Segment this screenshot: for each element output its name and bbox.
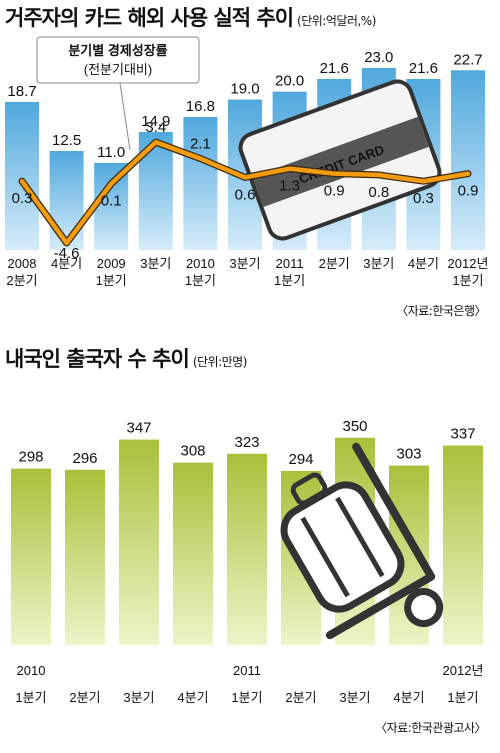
chart2-bar-label: 296	[72, 450, 97, 467]
chart2-tick-label: 2분기	[285, 690, 316, 705]
chart2-unit: (단위:만명)	[192, 355, 248, 369]
chart1-tick-label: 1분기	[452, 273, 483, 288]
chart1-line-label: 0.3	[12, 190, 33, 207]
chart1-bar	[451, 70, 485, 251]
chart1-tick-label: 2012년	[448, 256, 489, 271]
chart1-unit: (단위:억달러,%)	[297, 14, 376, 28]
chart1-line-label: 0.1	[101, 193, 122, 210]
chart1-bar	[183, 117, 218, 250]
chart1-bar-label: 16.8	[186, 98, 215, 115]
luggage-cart-icon	[280, 442, 444, 640]
chart1-tick-label: 2분기	[319, 256, 350, 271]
chart1-bar-label: 21.6	[320, 60, 349, 77]
chart1-tick-label: 1분기	[274, 273, 305, 288]
chart1-tick-label: 2008	[8, 256, 37, 271]
chart1-bar-label: 22.7	[453, 51, 482, 68]
chart1-line-series	[19, 139, 471, 246]
chart2-tick-label: 1분기	[15, 690, 46, 705]
chart1-tick-label: 3분기	[140, 256, 171, 271]
chart1-line-label: -4.6	[54, 245, 80, 262]
chart1-bar-label: 19.0	[230, 81, 259, 98]
chart2-bar-label: 303	[396, 446, 421, 463]
chart2-tick-label: 4분기	[177, 690, 208, 705]
chart2-title: 내국인 출국자 수 추이 (단위:만명)	[5, 343, 247, 373]
chart2-bar	[11, 468, 51, 645]
chart2-tick-label: 2011	[233, 663, 261, 678]
chart1-line-label: 3.4	[145, 119, 166, 136]
chart1-bar-label: 14.9	[141, 113, 170, 130]
chart1-tick-label: 3분기	[229, 256, 260, 271]
chart1-callout-title: 분기별 경제성장률	[68, 43, 167, 58]
chart1-bar	[5, 101, 39, 250]
chart2-bar-label: 298	[18, 449, 43, 466]
chart1-tick-label: 4분기	[51, 256, 82, 271]
chart2-bar	[443, 445, 483, 645]
chart1-callout-subtitle: (전분기대비)	[84, 62, 152, 77]
chart2-bars	[11, 437, 483, 645]
chart2-tick-label: 2분기	[69, 690, 100, 705]
chart2-tick-label: 3분기	[339, 690, 370, 705]
chart1-line-label: 0.6	[235, 186, 256, 203]
chart2-bar-label: 350	[342, 418, 367, 435]
chart2-tick-label: 3분기	[123, 690, 154, 705]
chart2-bar-label: 337	[450, 425, 475, 442]
chart2-source: 〈자료:한국관광고사〉	[375, 721, 486, 735]
chart1-tick-label: 4분기	[408, 256, 439, 271]
chart2-tick-label: 2010	[17, 663, 46, 678]
chart1-callout-box	[36, 36, 200, 84]
chart1-tick-label: 3분기	[363, 256, 394, 271]
chart1-tick-label: 2010	[186, 256, 215, 271]
chart1-tick-label: 2011	[276, 256, 304, 271]
chart1-bar-label: 11.0	[97, 144, 125, 161]
chart2-title-text: 내국인 출국자 수 추이	[5, 347, 190, 371]
chart2-bar	[119, 439, 159, 645]
chart2-bar-label: 323	[234, 434, 259, 451]
chart1-line-label: 2.1	[190, 136, 211, 153]
chart1-bar-label: 21.6	[409, 60, 438, 77]
chart1-line-label: 0.9	[458, 183, 479, 200]
credit-card-icon: CREDIT CARD	[238, 79, 442, 241]
chart2-tick-label: 1분기	[447, 690, 478, 705]
chart2-tick-label: 4분기	[393, 690, 424, 705]
chart1-bar-label: 23.0	[364, 49, 393, 66]
chart1-source: 〈자료:한국은행〉	[396, 304, 486, 318]
chart1-tick-label: 2009	[97, 256, 126, 271]
chart2-bar	[65, 469, 105, 645]
credit-card-stripe	[252, 116, 429, 208]
chart2-tick-label: 1분기	[231, 690, 262, 705]
chart1-title-text: 거주자의 카드 해외 사용 실적 추이	[5, 6, 294, 30]
chart1-bar-label: 18.7	[7, 83, 36, 100]
luggage-handle	[290, 472, 328, 506]
chart1-line-callout: 분기별 경제성장률 (전분기대비)	[36, 36, 200, 151]
chart1-line-label: 1.3	[279, 178, 300, 195]
chart1-tick-label: 2분기	[6, 273, 37, 288]
chart2-tick-label: 2012년	[443, 663, 484, 678]
hand-truck-wheel	[404, 588, 444, 628]
chart1-bar-label: 20.0	[275, 73, 304, 90]
chart1-callout-leader	[119, 82, 131, 151]
chart2-bar-label: 347	[126, 420, 151, 437]
credit-card-shape: CREDIT CARD	[238, 79, 442, 241]
chart2-bar-label: 294	[288, 451, 313, 468]
chart1-growth-line	[18, 138, 472, 247]
chart1-title: 거주자의 카드 해외 사용 실적 추이 (단위:억달러,%)	[5, 2, 376, 32]
chart2-bar	[227, 453, 267, 645]
chart1-labels: 18.7 2008 2분기 12.5 4분기 11.0 2009 1분기 14.9 3분기 16.8…	[6, 49, 488, 288]
chart1-tick-label: 1분기	[185, 273, 216, 288]
chart1-line-label: 0.8	[368, 184, 389, 201]
chart2-labels: 298 2010 1분기 296 2분기 347 3분기 308 4분기 323 2011 1분기 29…	[15, 418, 483, 705]
chart2-bar-label: 308	[180, 443, 205, 460]
luggage-cart-shape	[280, 442, 444, 640]
luggage-stripe	[300, 516, 350, 598]
chart1-bar	[49, 151, 84, 250]
chart2-bar	[173, 462, 213, 645]
luggage-stripe	[335, 496, 385, 578]
chart1-tick-label: 1분기	[96, 273, 127, 288]
chart1-bar-label: 12.5	[52, 132, 81, 149]
chart1-line-label: 0.3	[413, 190, 434, 207]
chart1-line-label: 0.9	[324, 183, 345, 200]
hand-truck-frame	[325, 442, 436, 640]
